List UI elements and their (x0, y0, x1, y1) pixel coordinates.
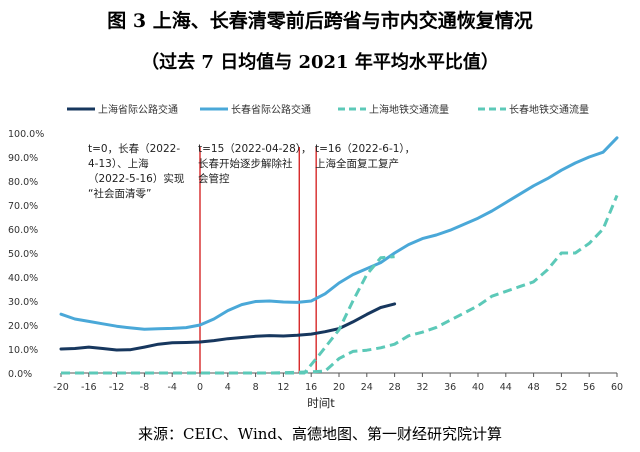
annotations: t=0，长春（2022- 4-13）、上海 （2022-5-16）实现 “社会面… (88, 143, 419, 200)
x-tick-label: 28 (389, 382, 401, 393)
chart-title: 图 3 上海、长春清零前后跨省与市内交通恢复情况 (107, 10, 533, 32)
x-tick-label: -4 (167, 382, 176, 393)
x-tick-label: 8 (253, 382, 259, 393)
y-tick-label: 20.0% (8, 321, 38, 332)
x-tick-label: 36 (444, 382, 456, 393)
legend-label-1: 长春省际公路交通 (231, 103, 311, 116)
x-tick-label: -12 (109, 382, 125, 393)
series-line-2 (61, 255, 395, 375)
x-tick-label: 12 (277, 382, 289, 393)
legend: 上海省际公路交通 长春省际公路交通 上海地铁交通流量 长春地铁交通流量 (67, 103, 589, 116)
annotation-t0: t=0，长春（2022- 4-13）、上海 （2022-5-16）实现 “社会面… (88, 143, 188, 200)
y-tick-label: 10.0% (8, 345, 38, 356)
annotation-t16: t=16（2022-6-1）， 上海全面复工复产 (315, 143, 419, 170)
y-tick-label: 50.0% (8, 249, 38, 260)
x-tick-label: 0 (197, 382, 203, 393)
legend-label-2: 上海地铁交通流量 (369, 103, 449, 116)
x-tick-label: 24 (361, 382, 373, 393)
y-tick-label: 80.0% (8, 177, 38, 188)
y-tick-label: 90.0% (8, 153, 38, 164)
x-tick-label: -8 (140, 382, 149, 393)
y-tick-label: 0.0% (8, 369, 32, 380)
x-tick-label: 40 (472, 382, 484, 393)
plot-area (59, 136, 619, 375)
x-tick-label: 44 (500, 382, 512, 393)
x-tick-label: 20 (333, 382, 345, 393)
x-tick-label: 60 (611, 382, 623, 393)
series-line-1 (59, 136, 619, 331)
y-tick-label: 40.0% (8, 273, 38, 284)
x-tick-label: 56 (583, 382, 595, 393)
x-tick-label: -20 (53, 382, 69, 393)
x-tick-label: -16 (81, 382, 97, 393)
x-axis-label: 时间t (307, 396, 335, 410)
legend-label-0: 上海省际公路交通 (98, 103, 178, 116)
axes: 0.0% 10.0% 20.0% 30.0% 40.0% 50.0% 60.0% 70.0% 8… (8, 129, 623, 393)
y-tick-label: 60.0% (8, 225, 38, 236)
x-tick-label: 4 (225, 382, 231, 393)
x-tick-label: 52 (555, 382, 567, 393)
line-chart: 上海省际公路交通 长春省际公路交通 上海地铁交通流量 长春地铁交通流量 0.0% 10.… (8, 103, 623, 410)
y-tick-label: 30.0% (8, 297, 38, 308)
x-tick-label: 32 (416, 382, 428, 393)
series-line-3 (61, 194, 619, 375)
legend-label-3: 长春地铁交通流量 (509, 103, 589, 116)
y-tick-label: 70.0% (8, 201, 38, 212)
x-tick-label: 16 (305, 382, 317, 393)
x-tick-label: 48 (528, 382, 540, 393)
y-tick-label: 100.0% (8, 129, 44, 140)
annotation-t15: t=15（2022-04-28）， 长春开始逐步解除社 会管控 (198, 143, 315, 185)
chart-subtitle: （过去 7 日均值与 2021 年平均水平比值） (141, 52, 499, 73)
source-note: 来源：CEIC、Wind、高德地图、第一财经研究院计算 (137, 425, 503, 443)
